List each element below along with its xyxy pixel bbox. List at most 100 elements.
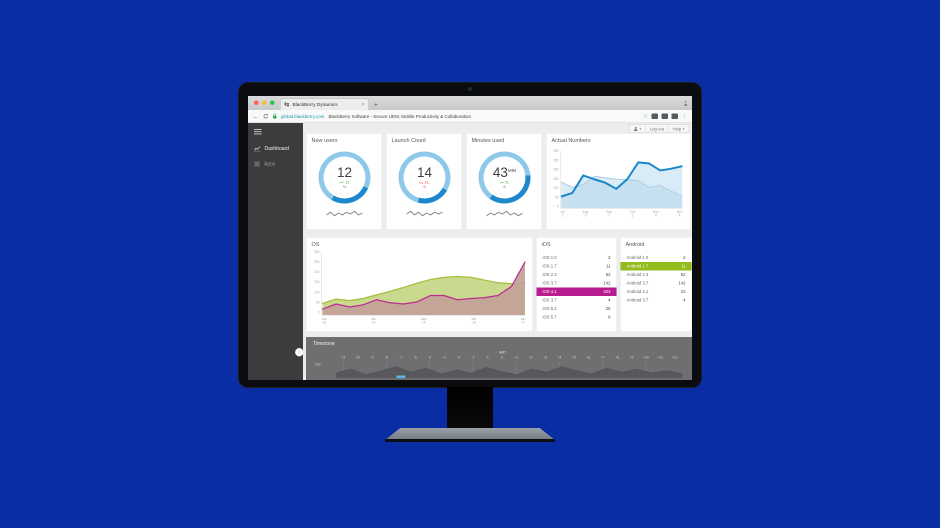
list-item[interactable]: Android 3.7 4 — [626, 296, 687, 305]
timezone-tick-label[interactable]: +7 — [600, 356, 605, 360]
profile-icon[interactable] — [671, 113, 678, 119]
webcam-dot — [468, 87, 472, 91]
timezone-tick-label[interactable]: -9 — [370, 356, 374, 360]
secure-lock-icon[interactable] — [273, 113, 278, 120]
launch-count-donut: 14 11, 5 — [398, 151, 451, 204]
axis-label: 50 — [315, 300, 320, 305]
card-actual-numbers: Actual Numbers 300 250 200 150 100 50 0 Jul 2 A… — [546, 133, 691, 230]
download-icon[interactable]: ↓ — [684, 98, 687, 106]
timezone-tick-label[interactable]: +3 — [543, 356, 547, 360]
window-controls — [254, 100, 275, 105]
timezone-tick-label[interactable]: -4 — [442, 356, 446, 360]
version-label: iOS 3.7 — [542, 297, 557, 303]
kpi-sparkline — [486, 210, 523, 217]
monitor-screen: BlackBerry Dynamics × + ↓ ← global.black… — [248, 96, 692, 380]
version-count: 4 — [683, 297, 686, 303]
version-count: 6 — [608, 314, 611, 320]
timezone-tick-label[interactable]: +9 — [629, 356, 634, 360]
monitor-stand-base — [385, 428, 555, 440]
timezone-tick-label[interactable]: +12 — [671, 356, 678, 360]
browser-tab[interactable]: BlackBerry Dynamics × — [280, 98, 369, 110]
list-title: Android — [625, 241, 645, 248]
browser-tabstrip: BlackBerry Dynamics × + ↓ — [248, 96, 692, 110]
scroll-left-button[interactable]: ‹ — [295, 348, 304, 357]
version-count: 142 — [678, 280, 686, 286]
list-item[interactable]: iOS 1.7 11 — [542, 262, 612, 271]
bookmark-star-icon[interactable]: ☆ — [643, 113, 648, 120]
android-version-list: Android 1.0 2 Android 1.7 11 Android 2.3 52 An… — [620, 253, 692, 305]
list-item[interactable]: iOS 3.7 142 — [542, 279, 612, 288]
mail-icon[interactable] — [651, 113, 658, 119]
kpi-row: New users 12 11 % Launch Count — [306, 133, 691, 230]
kpi-value: 43MIN — [492, 164, 517, 180]
logout-button[interactable]: Log out — [645, 125, 668, 133]
version-label: iOS 3.7 — [542, 280, 557, 286]
timezone-tick-label[interactable]: +4 — [557, 356, 562, 360]
browser-menu-icon[interactable]: ⋮ — [681, 113, 688, 120]
timezone-tick-label[interactable]: -1 — [485, 356, 489, 360]
timezone-tick-label[interactable]: -10 — [355, 356, 360, 360]
timezone-tick-label[interactable]: -2 — [471, 356, 475, 360]
tabs-icon[interactable] — [661, 113, 668, 119]
menu-hamburger-icon[interactable] — [254, 129, 262, 135]
timezone-tick-label[interactable]: -5 — [428, 356, 432, 360]
timezone-tick-label[interactable]: +1 — [514, 356, 519, 360]
version-label: iOS 5.2 — [542, 306, 557, 312]
timezone-tick-label[interactable]: +6 — [586, 356, 591, 360]
list-item[interactable]: Android 3.7 142 — [626, 279, 687, 288]
timezone-tick-label[interactable]: +2 — [528, 356, 533, 360]
timezone-tick-label[interactable]: +8 — [615, 356, 619, 360]
sidebar-item-apps[interactable]: Apps — [254, 161, 275, 167]
axis-label: 200 — [553, 168, 559, 172]
axis-label: Jan '14 — [370, 317, 376, 325]
list-item[interactable]: Android 4.1 23 — [626, 287, 687, 296]
version-label: Android 3.7 — [626, 297, 649, 303]
os-plot — [321, 251, 526, 316]
sidebar-item-dashboard[interactable]: Dashboard — [254, 146, 289, 152]
list-item[interactable]: Android 2.3 52 — [626, 270, 687, 279]
help-menu[interactable]: Help ▾ — [668, 125, 689, 133]
list-item[interactable]: iOS 5.2 25 — [542, 304, 612, 313]
caret-down-icon: ▾ — [682, 127, 685, 131]
back-button[interactable]: ← — [253, 112, 259, 120]
url-text[interactable]: global.blackberry.com — [281, 113, 325, 119]
monitor-stand-neck — [447, 387, 493, 433]
dashboard-main: ▾ Log out Help ▾ New users 12 11 — [295, 123, 692, 380]
close-tab-icon[interactable]: × — [361, 101, 365, 108]
timezone-tick-label[interactable]: -8 — [385, 356, 388, 360]
timezone-tick-label[interactable]: -11 — [340, 356, 346, 360]
browser-addressbar: ← global.blackberry.com BlackBerry Softw… — [248, 110, 692, 123]
timezone-tick-label[interactable]: +10 — [643, 356, 649, 360]
list-item[interactable]: iOS 4.1 423 — [536, 287, 617, 296]
user-menu[interactable]: ▾ — [630, 125, 646, 133]
timezone-tick-label[interactable]: +11 — [657, 356, 663, 360]
list-item[interactable]: iOS 5.7 6 — [542, 313, 612, 322]
version-label: iOS 2.3 — [542, 272, 557, 278]
new-tab-button[interactable]: + — [374, 100, 378, 109]
timezone-tick-label[interactable]: -7 — [399, 356, 403, 360]
reload-icon[interactable] — [263, 113, 269, 120]
kpi-value: 14 — [416, 164, 433, 180]
minimize-window-button[interactable] — [262, 100, 267, 105]
timezone-tick-label[interactable]: +5 — [571, 356, 576, 360]
list-item[interactable]: iOS 1.0 2 — [542, 253, 612, 262]
timezone-tick-label[interactable]: 0 — [500, 356, 503, 360]
addressbar-actions: ☆ ⋮ — [643, 113, 687, 120]
list-item[interactable]: iOS 3.7 4 — [542, 296, 612, 305]
list-item[interactable]: Android 1.7 11 — [620, 261, 692, 271]
page-title-text: BlackBerry Software - Secure UEM, Mobile… — [328, 113, 471, 119]
card-new-users: New users 12 11 % — [306, 133, 382, 230]
zoom-window-button[interactable] — [270, 100, 275, 105]
version-label: Android 1.7 — [626, 263, 649, 269]
timezone-tick-label[interactable]: -3 — [457, 356, 460, 360]
list-item[interactable]: iOS 2.3 52 — [542, 270, 612, 279]
new-users-donut: 12 11 % — [318, 151, 371, 204]
list-item[interactable]: Android 1.0 2 — [626, 253, 687, 262]
timezone-histogram — [336, 362, 682, 378]
timezone-tick-label[interactable]: -6 — [413, 356, 417, 360]
axis-label: 250 — [314, 260, 320, 265]
x-axis-labels: Jan '13 Jan '14 June '15 Jan '16 Jan '17 — [322, 318, 526, 325]
actual-numbers-plot — [560, 150, 683, 209]
version-count: 2 — [683, 255, 686, 261]
close-window-button[interactable] — [254, 100, 259, 105]
